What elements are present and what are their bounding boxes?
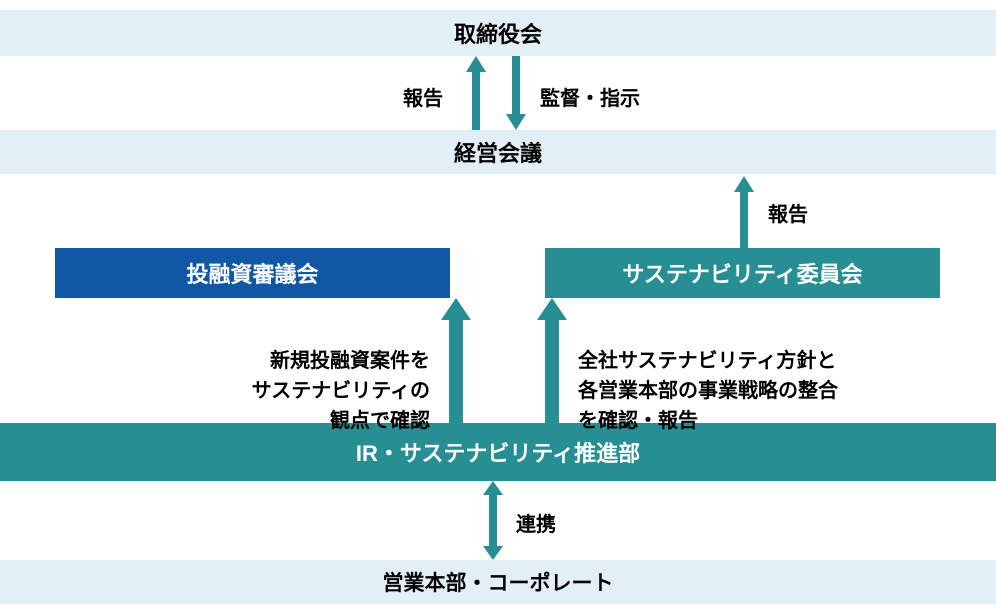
band-bottom-label: 営業本部・コーポレート xyxy=(383,567,614,597)
box-left-label: 投融資審議会 xyxy=(186,257,318,289)
band-board: 取締役会 xyxy=(0,10,996,56)
box-right-label: サステナビリティ委員会 xyxy=(622,257,862,289)
arrow-down-supervise xyxy=(506,56,526,130)
band-ir-label: IR・サステナビリティ推進部 xyxy=(356,436,640,468)
arrow-up-report-right xyxy=(734,176,754,248)
band-board-label: 取締役会 xyxy=(454,17,542,49)
band-mgmt-label: 経営会議 xyxy=(454,136,542,168)
text-left-desc: 新規投融資案件を サステナビリティの 観点で確認 xyxy=(180,316,430,436)
box-investment-council: 投融資審議会 xyxy=(55,248,450,298)
arrow-up-right-big xyxy=(537,298,567,423)
arrow-up-left-big xyxy=(441,298,471,423)
label-report-right: 報告 xyxy=(768,198,808,227)
arrow-up-report xyxy=(466,56,486,130)
text-right-desc: 全社サステナビリティ方針と 各営業本部の事業戦略の整合 を確認・報告 xyxy=(578,316,978,436)
band-mgmt-meeting: 経営会議 xyxy=(0,130,996,174)
arrow-bidir-bottom xyxy=(483,481,503,560)
label-supervise: 監督・指示 xyxy=(540,82,640,111)
box-sustainability-committee: サステナビリティ委員会 xyxy=(545,248,940,298)
label-report-top: 報告 xyxy=(403,82,443,111)
label-cooperation: 連携 xyxy=(516,508,556,537)
band-business-div: 営業本部・コーポレート xyxy=(0,560,996,604)
